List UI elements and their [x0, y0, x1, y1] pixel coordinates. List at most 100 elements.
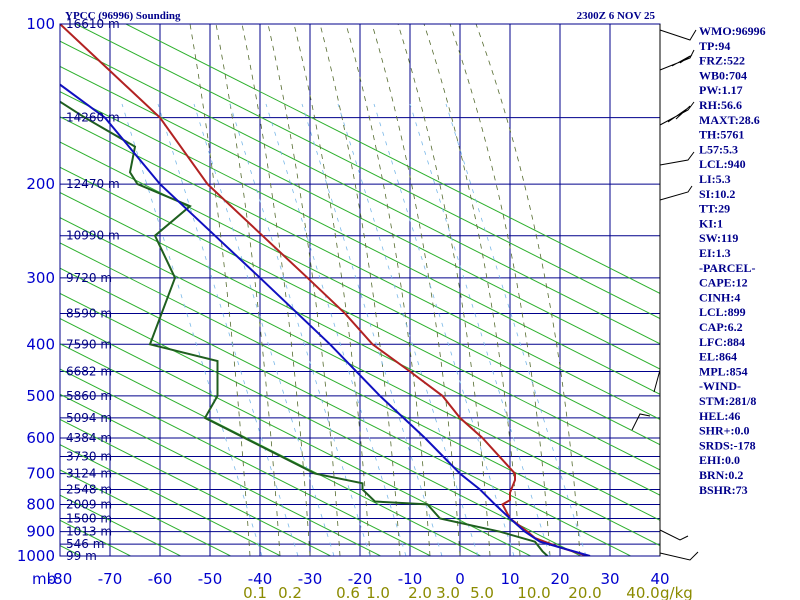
dry-adiabat: [60, 91, 660, 395]
dry-adiabat: [60, 116, 660, 421]
stat-line: WB0:704: [699, 68, 747, 82]
dewpoint-line: [60, 100, 549, 556]
wind-barbs: [631, 24, 699, 561]
stat-line: L57:5.3: [699, 142, 738, 156]
chart-title: YPCC (96996) Sounding: [65, 10, 181, 22]
stat-line: STM:281/8: [699, 394, 756, 408]
height-label: 4384 m: [66, 431, 112, 445]
mixing-ratio-label: 0.1: [243, 584, 267, 600]
temperature-tick-label: -40: [248, 570, 273, 588]
temperature-tick-label: -80: [48, 570, 73, 588]
dry-adiabat: [60, 444, 282, 556]
parcel-line: [60, 83, 591, 556]
dry-adiabat: [60, 217, 660, 521]
stat-line: SRDS:-178: [699, 438, 756, 452]
height-label: 6682 m: [66, 365, 112, 379]
stat-line: RH:56.6: [699, 98, 742, 112]
height-label: 8590 m: [66, 306, 112, 320]
temperature-tick-label: -60: [148, 570, 173, 588]
pressure-tick-label: 700: [26, 465, 55, 483]
mixing-ratio-label: 0.2: [278, 584, 302, 600]
stat-line: WMO:96996: [699, 24, 766, 38]
wind-barb: [659, 101, 695, 126]
pressure-tick-label: 100: [26, 15, 55, 33]
stat-line: CINH:4: [699, 290, 740, 304]
pressure-tick-label: 300: [26, 269, 55, 287]
stat-line: FRZ:522: [699, 54, 745, 68]
wind-barb: [659, 49, 695, 71]
temperature-line: [60, 24, 588, 556]
stat-line: TH:5761: [699, 128, 744, 142]
dry-adiabat: [60, 141, 660, 446]
dry-adiabat: [60, 318, 532, 556]
temperature-tick-label: -10: [398, 570, 423, 588]
moist-adiabat: [371, 24, 461, 556]
stat-line: LFC:884: [699, 335, 745, 349]
temperature-tick-label: -70: [98, 570, 123, 588]
height-label: 2548 m: [66, 483, 112, 497]
stat-line: CAP:6.2: [699, 320, 743, 334]
pressure-tick-label: 900: [26, 523, 55, 541]
mixing-ratio-label: 10.0: [517, 584, 550, 600]
height-label: 3124 m: [66, 467, 112, 481]
pressure-tick-label: 600: [26, 429, 55, 447]
moist-adiabat: [293, 24, 371, 556]
stat-line: HEL:46: [699, 409, 740, 423]
moist-adiabat: [319, 24, 401, 556]
height-label: 3730 m: [66, 449, 112, 463]
wind-barb: [659, 29, 697, 41]
stat-line: KI:1: [699, 216, 723, 230]
height-label: 1500 m: [66, 511, 112, 525]
dry-adiabat: [60, 343, 482, 556]
height-label: 10990 m: [66, 229, 120, 243]
height-label: 12470 m: [66, 177, 120, 191]
stat-line: SHR+:0.0: [699, 424, 750, 438]
temperature-tick-label: 30: [600, 570, 619, 588]
pressure-tick-label: 200: [26, 175, 55, 193]
height-label: 5860 m: [66, 389, 112, 403]
pressure-tick-label: 1000: [17, 547, 55, 565]
moist-adiabat: [241, 24, 311, 556]
height-label: 14260 m: [66, 111, 120, 125]
stat-line: MPL:854: [699, 364, 748, 378]
mixing-ratio-label: 3.0: [436, 584, 460, 600]
moist-adiabat: [423, 24, 521, 556]
dry-adiabat: [60, 418, 332, 556]
mixing-ratio-label: 1.0: [366, 584, 390, 600]
moist-adiabat: [267, 24, 341, 556]
temperature-tick-label: 10: [500, 570, 519, 588]
dry-adiabat: [60, 267, 632, 556]
pressure-tick-label: 800: [26, 495, 55, 513]
pressure-tick-label: 400: [26, 335, 55, 353]
stat-line: SW:119: [699, 231, 738, 245]
wind-barb: [659, 551, 699, 561]
stat-line: SI:10.2: [699, 187, 735, 201]
dry-adiabat: [60, 242, 660, 547]
mixing-ratio-label: 20.0: [568, 584, 601, 600]
height-label: 5094 m: [66, 411, 112, 425]
stat-line: -PARCEL-: [699, 261, 755, 275]
temperature-tick-label: 40: [650, 570, 669, 588]
wind-barb: [659, 185, 693, 201]
mixing-ratio-label: 40.0: [626, 584, 659, 600]
stat-line: -WIND-: [699, 379, 741, 393]
chart-time: 2300Z 6 NOV 25: [577, 10, 656, 22]
dry-adiabat: [60, 166, 660, 471]
height-label: 1013 m: [66, 525, 112, 539]
pressure-axis-label: mb: [32, 570, 56, 588]
stat-line: PW:1.17: [699, 83, 743, 97]
stat-line: TT:29: [699, 202, 730, 216]
dry-adiabat: [60, 368, 432, 556]
wind-barb: [653, 369, 661, 393]
moist-adiabat: [345, 24, 431, 556]
wind-barb: [659, 529, 689, 541]
temperature-tick-label: -50: [198, 570, 223, 588]
stat-line: LCL:940: [699, 157, 746, 171]
dry-adiabat: [60, 65, 660, 370]
moist-adiabat: [449, 24, 551, 556]
wind-barb: [659, 151, 695, 166]
dry-adiabat: [60, 292, 582, 556]
